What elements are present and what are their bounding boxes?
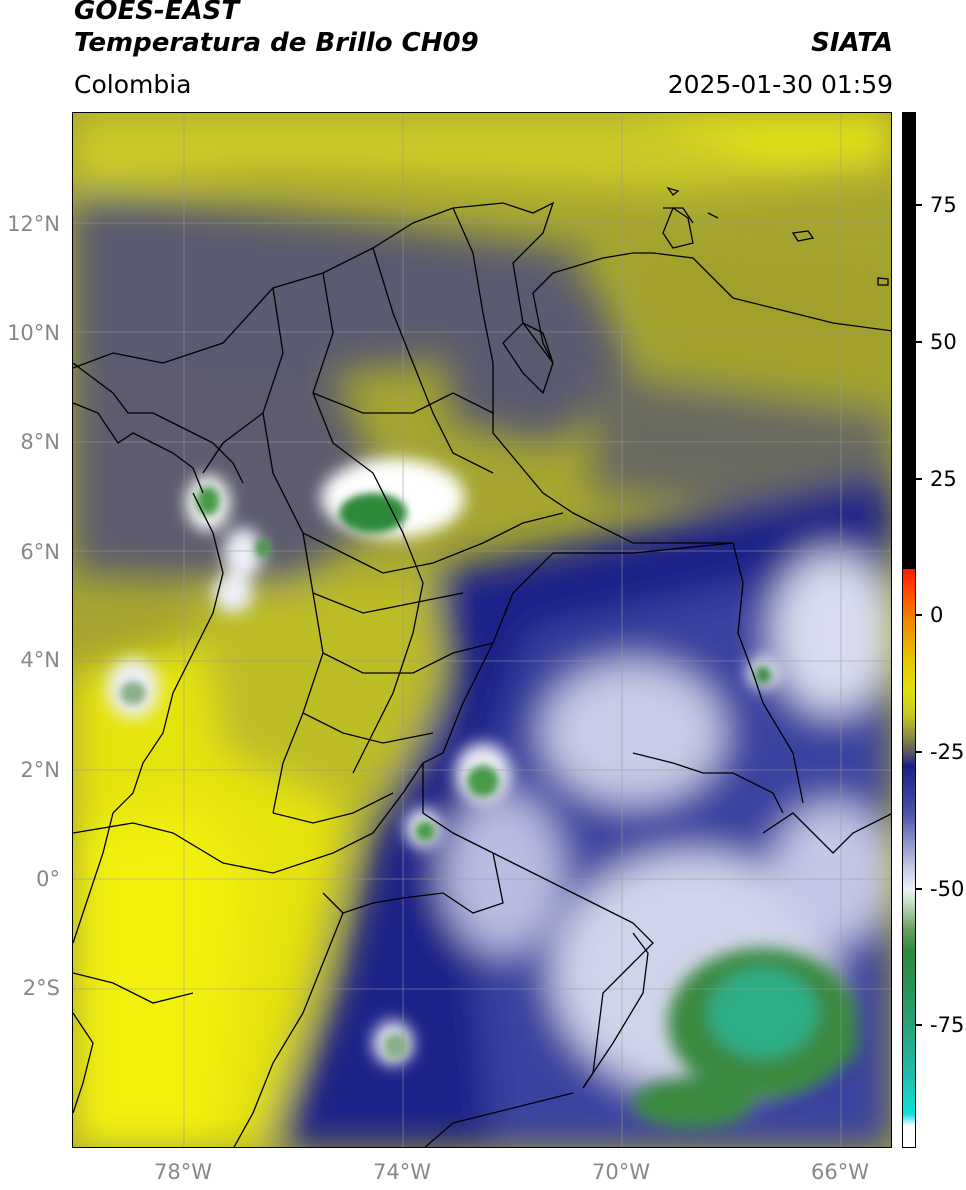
colorbar-label-neg25: -25 [930,740,965,764]
colorbar-gradient-segment [903,569,915,1147]
lat-label-8n: 8°N [20,430,60,454]
colorbar-label-neg75: -75 [930,1013,965,1037]
lon-label-78w: 78°W [154,1160,212,1184]
colorbar-tick [916,478,922,480]
lat-label-2s: 2°S [22,976,60,1000]
lat-label-2n: 2°N [20,758,60,782]
lat-label-4n: 4°N [20,648,60,672]
lon-label-70w: 70°W [592,1160,650,1184]
colorbar-label-neg50: -50 [930,877,965,901]
colorbar-tick [916,751,922,753]
map-canvas [73,113,891,1147]
satellite-title: GOES-EAST [74,0,240,26]
lat-label-10n: 10°N [7,321,60,345]
colorbar-tick [916,204,922,206]
lon-label-74w: 74°W [373,1160,431,1184]
lat-label-6n: 6°N [20,540,60,564]
colorbar-tick [916,614,922,616]
colorbar-label-50: 50 [930,330,957,354]
product-title: Temperatura de Brillo CH09 [74,28,479,58]
lat-label-12n: 12°N [7,212,60,236]
colorbar-label-0: 0 [930,603,944,627]
region-label: Colombia [74,70,192,99]
colorbar [902,112,916,1148]
colorbar-label-25: 25 [930,467,957,491]
colorbar-tick [916,888,922,890]
map-gridlines [73,113,891,1147]
colorbar-black-segment [903,113,915,569]
lon-label-66w: 66°W [811,1160,869,1184]
colorbar-label-75: 75 [930,193,957,217]
colorbar-tick [916,341,922,343]
colorbar-tick [916,1024,922,1026]
country-borders [73,186,891,1147]
satellite-map[interactable] [72,112,892,1148]
agency-label: SIATA [811,28,893,58]
datetime-label: 2025-01-30 01:59 [667,70,893,99]
lat-label-0: 0° [36,867,60,891]
